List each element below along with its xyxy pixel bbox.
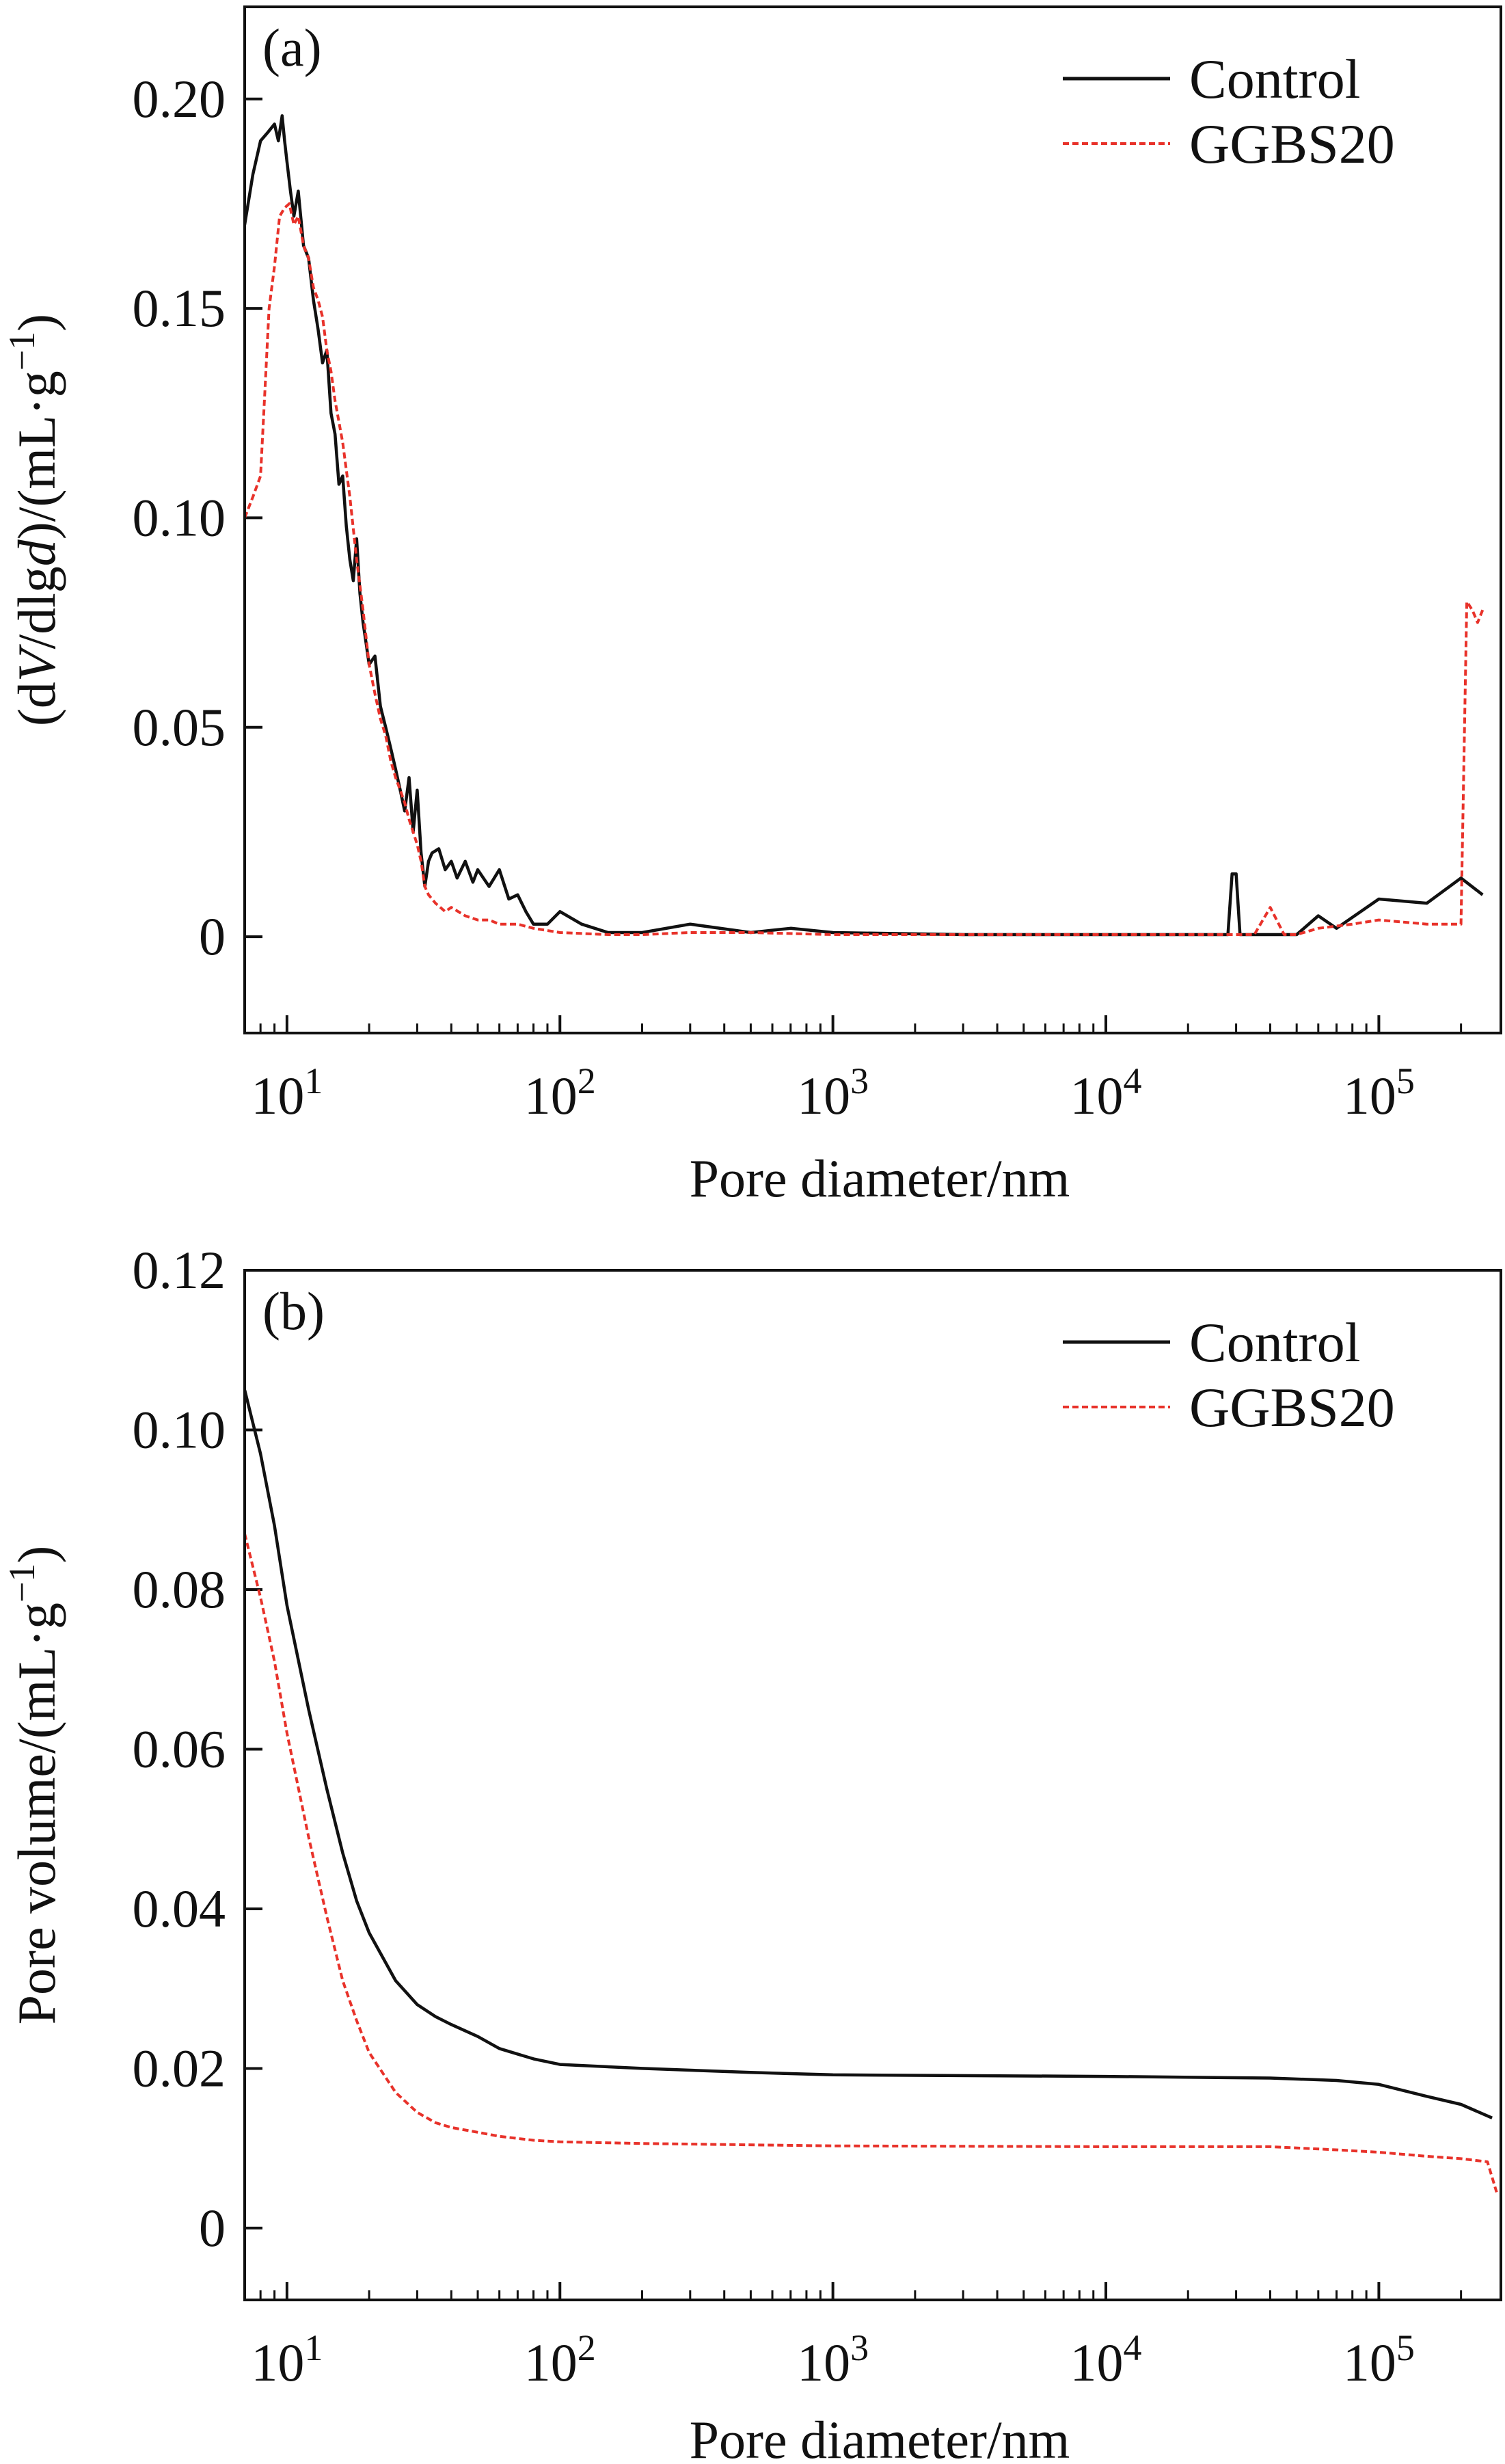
panel-b-series-ggbs20-line	[246, 1534, 1498, 2193]
x-tick-exponent: 4	[1124, 1060, 1142, 1101]
panel-b-plot-frame	[243, 1269, 1502, 2301]
panel-a-y-tick-label: 0.20	[133, 69, 226, 129]
panel-a-y-axis-title: (dV/dlgd)/(mL·g−1)	[1, 314, 66, 726]
panel-b-series-control-line	[246, 1389, 1493, 2119]
x-tick-exponent: 3	[850, 1060, 869, 1101]
panel-a-x-axis-title: Pore diameter/nm	[690, 1149, 1070, 1208]
panel-b-legend-label-ggbs20: GGBS20	[1189, 1376, 1395, 1438]
x-tick-base: 10	[1343, 2333, 1396, 2392]
y-title-part: Pore volume/(mL·g	[7, 1603, 66, 2024]
panel-a-y-tick-label: 0.10	[133, 487, 226, 547]
y-title-part: )/(mL·g	[7, 371, 66, 539]
x-tick-base: 10	[1343, 1066, 1396, 1125]
x-tick-base: 10	[1070, 1066, 1124, 1125]
y-title-italic: V	[7, 643, 66, 682]
panel-b-x-tick-label: 102	[524, 2327, 596, 2392]
panel-b-series-group	[246, 1389, 1498, 2193]
panel-b: 101 102 103 104 10500.020.040.060.080.100.12…	[1, 1240, 1502, 2464]
x-tick-base: 10	[524, 1066, 578, 1125]
panel-a-series-group	[246, 114, 1484, 937]
panel-a-legend-label-ggbs20: GGBS20	[1189, 113, 1395, 175]
x-tick-exponent: 5	[1396, 1060, 1415, 1101]
panel-b-y-tick-label: 0.04	[133, 1879, 226, 1938]
x-tick-exponent: 4	[1124, 2327, 1142, 2368]
panel-a-plot-frame	[243, 5, 1502, 1034]
x-tick-exponent: 5	[1396, 2327, 1415, 2368]
y-title-part: (d	[7, 682, 66, 726]
panel-a-x-tick-label: 101	[251, 1060, 323, 1125]
x-tick-exponent: 1	[304, 2327, 323, 2368]
x-tick-exponent: 1	[304, 1060, 323, 1101]
panel-a-y-tick-label: 0.15	[133, 278, 226, 338]
x-tick-exponent: 2	[578, 1060, 596, 1101]
x-tick-exponent: 2	[578, 2327, 596, 2368]
x-tick-base: 10	[797, 2333, 850, 2392]
panel-a-x-tick-label: 102	[524, 1060, 596, 1125]
y-title-italic: d	[7, 539, 66, 566]
panel-b-legend-label-control: Control	[1189, 1311, 1361, 1374]
panel-b-y-tick-label: 0.10	[133, 1400, 226, 1459]
x-tick-exponent: 3	[850, 2327, 869, 2368]
panel-a-y-tick-label: 0	[199, 907, 226, 966]
panel-b-panel-label: (b)	[262, 1281, 325, 1341]
panel-b-x-tick-label: 105	[1343, 2327, 1415, 2392]
x-tick-base: 10	[251, 2333, 304, 2392]
y-title-superscript: −1	[1, 332, 42, 371]
panel-b-y-tick-label: 0.06	[133, 1719, 226, 1778]
x-tick-base: 10	[251, 1066, 304, 1125]
panel-a-x-tick-label: 103	[797, 1060, 869, 1125]
panel-b-y-tick-label: 0.12	[133, 1240, 226, 1300]
y-title-part: )	[7, 1546, 66, 1564]
panel-b-x-tick-label: 103	[797, 2327, 869, 2392]
x-tick-base: 10	[1070, 2333, 1124, 2392]
y-title-part: )	[7, 314, 66, 332]
panel-a-legend-label-control: Control	[1189, 48, 1361, 110]
y-title-part: /dlg	[7, 566, 66, 649]
panel-b-x-tick-label: 101	[251, 2327, 323, 2392]
panel-b-x-tick-label: 104	[1070, 2327, 1142, 2392]
x-tick-base: 10	[797, 1066, 850, 1125]
panel-b-y-axis-title: Pore volume/(mL·g−1)	[1, 1546, 66, 2025]
panel-b-y-tick-label: 0.02	[133, 2038, 226, 2098]
y-title-superscript: −1	[1, 1564, 42, 1603]
panel-b-y-tick-label: 0.08	[133, 1559, 226, 1619]
panel-a-series-ggbs20-line	[246, 202, 1484, 936]
panel-b-x-axis-title: Pore diameter/nm	[690, 2410, 1070, 2464]
panel-a-panel-label: (a)	[262, 18, 322, 77]
panel-a-y-tick-label: 0.05	[133, 697, 226, 757]
panel-a-x-tick-label: 104	[1070, 1060, 1142, 1125]
x-tick-base: 10	[524, 2333, 578, 2392]
panel-a-x-tick-label: 105	[1343, 1060, 1415, 1125]
panel-b-y-tick-label: 0	[199, 2198, 226, 2258]
